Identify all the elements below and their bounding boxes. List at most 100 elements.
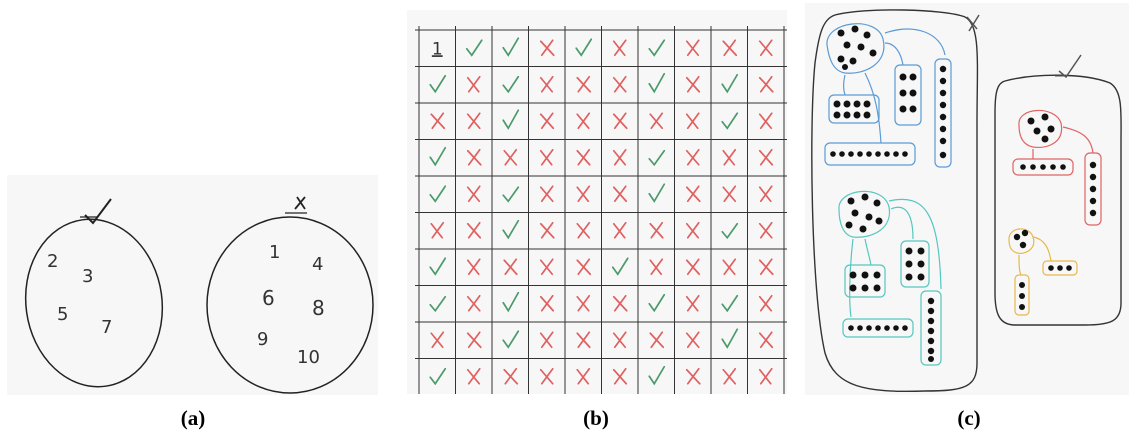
check-mark-icon — [721, 222, 739, 240]
panel-b-grid: 1 — [415, 26, 787, 394]
cross-mark-icon — [466, 185, 481, 203]
cross-mark-icon — [758, 185, 773, 203]
check-mark-icon — [721, 73, 739, 94]
panel-b: 1 — [407, 10, 787, 394]
cross-mark-icon — [685, 148, 700, 166]
cross-mark-icon — [758, 39, 773, 57]
cross-mark-icon — [758, 75, 774, 93]
panel-c-drawing — [811, 9, 1122, 393]
blue-dots — [830, 25, 947, 159]
check-mark-icon — [721, 112, 739, 130]
check-mark-icon — [429, 257, 447, 276]
cross-mark-icon — [612, 367, 628, 385]
cross-mark-icon — [722, 185, 737, 203]
cross-mark-icon — [685, 185, 701, 203]
panel-c — [805, 3, 1129, 395]
cross-mark-icon — [576, 148, 591, 166]
cross-mark-icon — [466, 148, 482, 166]
cross-mark-icon — [430, 331, 445, 349]
left-group-outline — [811, 9, 979, 393]
yellow-dots — [1013, 229, 1072, 310]
check-icon — [84, 198, 112, 225]
check-mark-icon — [502, 330, 520, 349]
set-number: 2 — [47, 251, 58, 272]
cross-mark-icon — [539, 148, 554, 166]
panel-a-drawing: 2 3 5 7 1 4 6 8 9 10 — [24, 196, 374, 394]
cross-mark-icon — [539, 258, 554, 276]
set-number: 1 — [269, 242, 280, 263]
right-set-circle — [206, 216, 374, 394]
cross-mark-icon — [758, 367, 773, 385]
cross-mark-icon — [466, 75, 481, 93]
check-mark-icon — [502, 37, 520, 57]
cross-mark-icon — [722, 39, 738, 57]
blue-cluster — [824, 23, 952, 168]
cross-mark-icon — [612, 294, 628, 312]
cross-mark-icon — [430, 221, 445, 239]
cross-mark-icon — [685, 367, 701, 385]
cross-mark-icon — [649, 258, 664, 276]
cross-mark-icon — [466, 258, 481, 276]
cross-mark-icon — [466, 367, 481, 385]
check-mark-icon — [465, 39, 483, 57]
check-mark-icon — [429, 146, 447, 167]
cross-mark-icon — [685, 112, 700, 130]
check-mark-icon — [721, 328, 739, 349]
cross-mark-icon — [466, 294, 481, 312]
cross-mark-icon — [539, 112, 555, 130]
cross-mark-icon — [758, 331, 774, 349]
cross-mark-icon — [722, 367, 737, 385]
cross-mark-icon — [612, 221, 627, 239]
cross-mark-icon — [503, 367, 519, 385]
cross-mark-icon — [539, 39, 555, 57]
set-number: 9 — [257, 329, 268, 350]
check-mark-icon — [502, 219, 520, 240]
cross-mark-icon — [649, 221, 664, 239]
cross-mark-icon — [612, 112, 628, 130]
check-mark-icon — [429, 367, 447, 386]
cross-mark-icon — [539, 294, 555, 312]
cross-mark-icon — [576, 75, 592, 93]
check-mark-icon — [575, 38, 593, 57]
cross-mark-icon — [758, 258, 774, 276]
cross-mark-icon — [612, 148, 627, 166]
cross-mark-icon — [758, 294, 773, 312]
check-mark-icon — [648, 39, 666, 57]
cross-mark-icon — [612, 39, 627, 57]
set-number: 7 — [101, 317, 112, 338]
set-number: 10 — [297, 347, 320, 368]
check-mark-icon — [502, 291, 520, 313]
check-mark-icon — [648, 149, 666, 167]
cross-mark-icon — [576, 367, 591, 385]
cross-mark-icon — [576, 221, 591, 239]
cross-mark-icon — [649, 112, 664, 130]
cross-mark-icon — [685, 221, 700, 239]
cross-icon — [294, 196, 306, 210]
cross-mark-icon — [758, 221, 773, 239]
cross-mark-icon — [576, 258, 592, 276]
check-mark-icon — [502, 186, 520, 203]
teal-dots — [845, 193, 935, 362]
cross-mark-icon — [612, 331, 627, 349]
check-mark-icon — [429, 74, 447, 94]
cross-mark-icon — [649, 331, 665, 349]
red-cluster — [1012, 109, 1102, 226]
cross-mark-icon — [466, 221, 482, 239]
caption-c: (c) — [957, 406, 981, 430]
set-number: 6 — [262, 286, 275, 310]
check-mark-icon — [648, 72, 666, 94]
cross-mark-icon — [576, 185, 591, 203]
cross-mark-icon — [758, 148, 774, 166]
check-mark-icon — [429, 185, 447, 203]
check-icon — [1058, 54, 1082, 79]
caption-a: (a) — [180, 406, 206, 430]
check-mark-icon — [502, 109, 520, 130]
cross-mark-icon — [503, 258, 518, 276]
corner-label: 1 — [432, 39, 443, 59]
cross-mark-icon — [722, 148, 737, 166]
check-mark-icon — [721, 294, 739, 313]
set-number: 3 — [82, 266, 93, 287]
cross-mark-icon — [576, 112, 591, 130]
cross-mark-icon — [685, 294, 700, 312]
yellow-cluster — [1008, 228, 1078, 316]
